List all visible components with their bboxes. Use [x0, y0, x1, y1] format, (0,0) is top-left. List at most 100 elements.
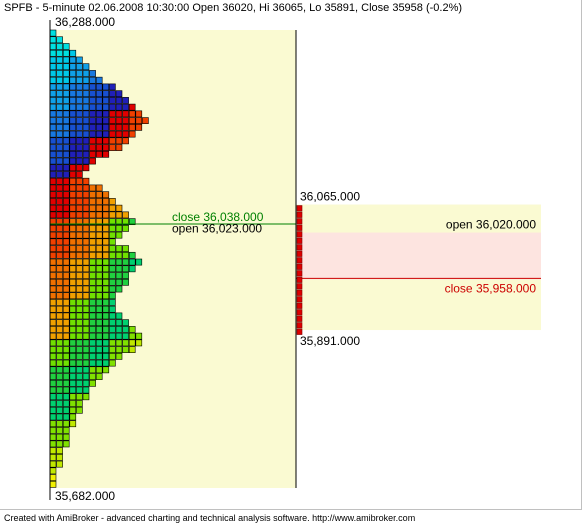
candle-bar-cell	[296, 289, 303, 296]
tpo-square	[49, 63, 57, 71]
tpo-square	[95, 278, 103, 286]
tpo-square	[89, 272, 96, 279]
tpo-square	[76, 70, 83, 77]
tpo-square	[69, 373, 77, 380]
tpo-square	[62, 70, 70, 77]
tpo-square	[76, 366, 83, 374]
tpo-square	[102, 218, 110, 226]
tpo-square	[102, 346, 110, 353]
tpo-square	[109, 359, 116, 367]
tpo-square	[56, 433, 63, 441]
tpo-square	[89, 157, 96, 165]
tpo-square	[56, 265, 63, 273]
tpo-square	[82, 366, 90, 374]
tpo-square	[69, 103, 77, 111]
tpo-square	[62, 332, 70, 340]
tpo-square	[76, 177, 83, 185]
tpo-square	[122, 137, 129, 145]
tpo-square	[76, 332, 83, 340]
tpo-square	[62, 97, 70, 104]
tpo-square	[49, 359, 57, 367]
tpo-square	[49, 420, 57, 428]
tpo-square	[89, 359, 96, 367]
tpo-square	[49, 393, 57, 401]
tpo-square	[82, 346, 90, 353]
tpo-square	[69, 366, 77, 374]
tpo-square	[49, 49, 57, 57]
tpo-square	[62, 150, 70, 158]
tpo-square	[109, 144, 116, 151]
tpo-square	[122, 251, 129, 259]
tpo-square	[49, 245, 57, 252]
tpo-square	[89, 83, 96, 91]
tpo-square	[89, 130, 96, 138]
tpo-square	[89, 110, 96, 118]
tpo-square	[62, 346, 70, 353]
tpo-square	[69, 117, 77, 124]
tpo-square	[82, 70, 90, 77]
tpo-square	[49, 265, 57, 273]
tpo-square	[56, 110, 63, 118]
tpo-square	[69, 63, 77, 71]
tpo-square	[95, 366, 103, 374]
tpo-square	[95, 332, 103, 340]
tpo-square	[69, 272, 77, 279]
tpo-square	[82, 319, 90, 327]
tpo-square	[49, 144, 57, 151]
tpo-square	[69, 177, 77, 185]
tpo-square	[76, 157, 83, 165]
tpo-square	[56, 332, 63, 340]
tpo-square	[82, 231, 90, 239]
tpo-square	[76, 379, 83, 387]
tpo-square	[128, 130, 136, 138]
tpo-square	[109, 332, 116, 340]
profile-high-label: 36,288.000	[55, 15, 115, 29]
tpo-square	[76, 225, 83, 232]
tpo-square	[76, 319, 83, 327]
tpo-square	[128, 117, 136, 124]
tpo-square	[62, 258, 70, 266]
tpo-square	[82, 123, 90, 131]
tpo-square	[69, 299, 77, 306]
tpo-square	[95, 130, 103, 138]
tpo-square	[122, 130, 129, 138]
tpo-square	[76, 110, 83, 118]
tpo-square	[95, 117, 103, 124]
tpo-square	[49, 285, 57, 293]
tpo-square	[76, 191, 83, 199]
tpo-square	[49, 292, 57, 300]
tpo-square	[82, 393, 90, 401]
candle-bar-cell	[296, 211, 303, 218]
tpo-square	[76, 76, 83, 84]
candle-bar-cell	[296, 224, 303, 231]
tpo-square	[56, 56, 63, 64]
tpo-square	[76, 272, 83, 279]
candle-bar-cell	[296, 322, 303, 329]
tpo-square	[56, 70, 63, 77]
tpo-square	[49, 211, 57, 219]
tpo-square	[89, 238, 96, 246]
tpo-square	[69, 90, 77, 98]
tpo-square	[135, 339, 143, 347]
tpo-square	[49, 454, 57, 461]
tpo-square	[89, 326, 96, 333]
tpo-square	[82, 76, 90, 84]
tpo-square	[89, 191, 96, 199]
tpo-square	[115, 352, 123, 360]
tpo-square	[115, 272, 123, 279]
tpo-square	[115, 110, 123, 118]
tpo-square	[49, 231, 57, 239]
tpo-square	[62, 130, 70, 138]
tpo-square	[82, 272, 90, 279]
tpo-square	[56, 63, 63, 71]
tpo-square	[122, 278, 129, 286]
tpo-square	[62, 123, 70, 131]
tpo-square	[95, 258, 103, 266]
tpo-square	[109, 265, 116, 273]
tpo-square	[95, 312, 103, 320]
tpo-square	[56, 299, 63, 306]
tpo-square	[95, 198, 103, 205]
tpo-square	[102, 123, 110, 131]
candle-open-label: open 36,020.000	[446, 218, 536, 232]
tpo-square	[82, 332, 90, 340]
